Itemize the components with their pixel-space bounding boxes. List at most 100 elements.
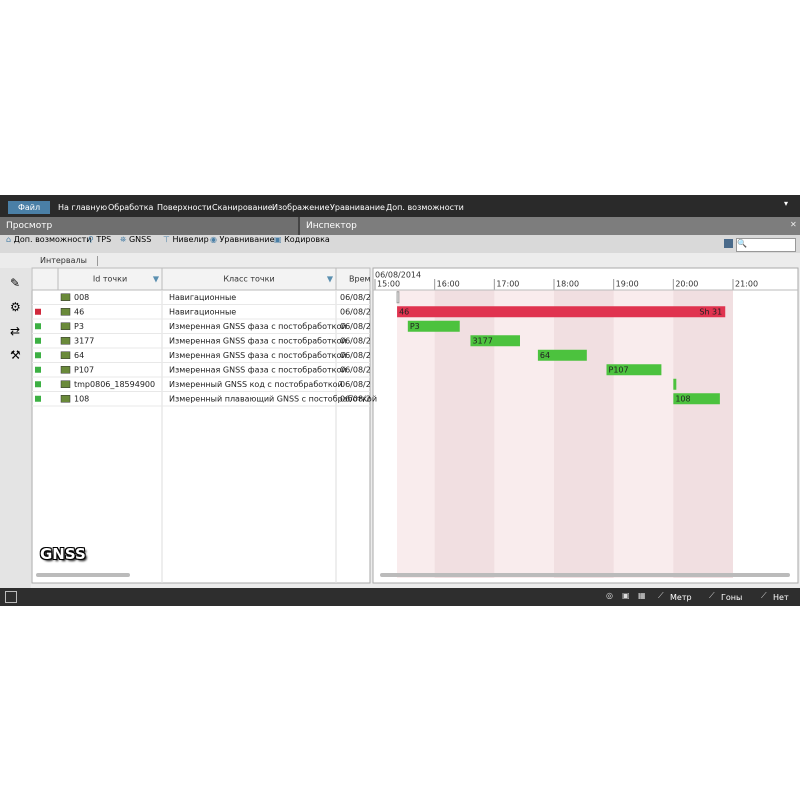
status-square — [35, 395, 41, 402]
tab-icon: ⊤ — [163, 235, 173, 244]
menu-item[interactable]: Поверхности — [157, 203, 212, 212]
bar-label: 108 — [675, 394, 690, 403]
point-id: 46 — [74, 307, 84, 316]
point-class: Навигационные — [169, 293, 236, 302]
status-icon[interactable] — [5, 591, 17, 603]
point-time: 06/08/2014 — [340, 293, 386, 302]
menu-arrow[interactable]: ▾ — [784, 199, 789, 208]
point-id: 008 — [74, 293, 89, 302]
point-time: 06/08/2014 — [340, 336, 386, 345]
column-header: Класс точки — [223, 275, 274, 284]
status-icon[interactable]: ▦ — [638, 591, 646, 600]
overlay-label: GNSS — [40, 545, 86, 563]
tab-icon: ◉ — [210, 235, 220, 244]
unit-icon: ⟋ — [658, 591, 664, 600]
interval-bar — [673, 393, 720, 405]
x-tick-label: 15:00 — [377, 280, 400, 289]
scrollbar — [36, 573, 130, 577]
menu-item[interactable]: Файл — [8, 201, 51, 214]
bar-end-label: Sh 31 — [699, 307, 722, 316]
status-icon[interactable]: ▣ — [622, 591, 630, 600]
unit-icon: ⟋ — [761, 591, 767, 600]
tab-label: GNSS — [128, 235, 152, 244]
flag-icon — [60, 293, 71, 301]
tab-label: Уравнивание — [219, 235, 275, 244]
tool-icon[interactable]: ✎ — [10, 276, 21, 290]
x-tick-label: 16:00 — [437, 280, 460, 289]
menu-item[interactable]: Обработка — [108, 203, 154, 212]
bar-label: P107 — [609, 365, 629, 374]
tab-label: Кодировка — [284, 235, 330, 244]
tab[interactable]: ⊤ Нивелир — [163, 235, 209, 244]
hour-band — [434, 290, 495, 578]
inspector-header: Инспектор ✕ — [298, 217, 800, 235]
flag-icon — [60, 395, 71, 403]
content: Интервалы ✎ ⚙ ⇄ ⚒ Id точки ▼ Класс точки ▼ В… — [0, 253, 800, 588]
filter-icon: ▼ — [327, 275, 334, 284]
unit-dropdown[interactable]: Гоны — [721, 593, 743, 602]
x-tick-label: 17:00 — [496, 280, 519, 289]
status-icon[interactable]: ◎ — [606, 591, 613, 600]
app-window: Файл На главную Обработка Поверхности Сканир… — [0, 195, 800, 606]
status-square — [35, 337, 41, 344]
point-id: 3177 — [74, 336, 94, 345]
bar-label: P3 — [410, 322, 420, 331]
point-time: 06/08/2014 — [340, 307, 386, 316]
status-square — [35, 366, 41, 373]
x-tick-label: 20:00 — [675, 280, 698, 289]
menu-item[interactable]: На главную — [58, 203, 108, 212]
menu-item[interactable]: Сканирование — [212, 203, 273, 212]
tool-icon[interactable]: ⚙ — [10, 300, 21, 314]
scrollbar — [380, 573, 790, 577]
point-id: P3 — [74, 322, 84, 331]
point-id: P107 — [74, 365, 94, 374]
tool-icon[interactable]: ⇄ — [10, 324, 21, 338]
tab[interactable]: ◉ Уравнивание — [210, 235, 275, 244]
flag-icon — [60, 308, 71, 316]
status-bar: ◎ ▣ ▦ ⟋ Метр ⟋ Гоны ⟋ Нет — [0, 588, 800, 606]
interval-bar — [397, 306, 726, 318]
point-class: Измеренная GNSS фаза с постобработкой — [169, 351, 347, 360]
point-class: Измеренный GNSS код с постобработкой — [169, 380, 343, 389]
unit-dropdown[interactable]: Метр — [670, 593, 692, 602]
interval-bar — [537, 349, 587, 361]
column-header: Время — [349, 275, 376, 284]
view-icon[interactable] — [724, 239, 733, 248]
point-class: Измеренная GNSS фаза с постобработкой — [169, 365, 347, 374]
menu-item[interactable]: Доп. возможности — [386, 203, 464, 212]
panel-title: Просмотр — [6, 221, 53, 231]
point-time: 06/08/2014 — [340, 351, 386, 360]
point-time: 06/08/2014 — [340, 380, 386, 389]
tab-icon: ▣ — [274, 235, 285, 244]
tab-icon: ⚲ — [88, 235, 97, 244]
flag-icon — [60, 351, 71, 359]
point-id: 108 — [74, 394, 89, 403]
tab[interactable]: ⚲ TPS — [88, 235, 111, 244]
filter-icon: ▼ — [153, 275, 160, 284]
point-id: 64 — [74, 351, 84, 360]
tab-icon: ⌂ — [6, 235, 14, 244]
point-time: 06/08/2014 — [340, 365, 386, 374]
menu-item[interactable]: Уравнивание — [330, 203, 385, 212]
point-time: 06/08/2014 — [340, 394, 386, 403]
status-square — [35, 308, 41, 315]
tab[interactable]: ⌂ Доп. возможности — [6, 235, 91, 244]
tool-icon[interactable]: ⚒ — [10, 348, 21, 362]
search-box[interactable]: 🔍 — [736, 238, 796, 252]
panel-title[interactable]: Инспектор — [306, 221, 357, 231]
close-button[interactable]: ✕ — [790, 220, 797, 229]
tab[interactable]: ▣ Кодировка — [274, 235, 330, 244]
tab[interactable]: ⛯ GNSS — [120, 235, 151, 245]
interval-bar — [606, 364, 662, 376]
breadcrumb[interactable]: Интервалы — [40, 256, 98, 266]
point-id: tmp0806_18594900 — [74, 380, 155, 389]
point-time: 06/08/2014 — [340, 322, 386, 331]
menu-item[interactable]: Изображение — [272, 203, 330, 212]
bar-label: 64 — [540, 351, 550, 360]
point-class: Измеренная GNSS фаза с постобработкой — [169, 336, 347, 345]
unit-dropdown[interactable]: Нет — [773, 593, 789, 602]
table-bg — [31, 267, 371, 584]
column-header: Id точки — [93, 275, 127, 284]
interval-bar — [470, 335, 520, 347]
